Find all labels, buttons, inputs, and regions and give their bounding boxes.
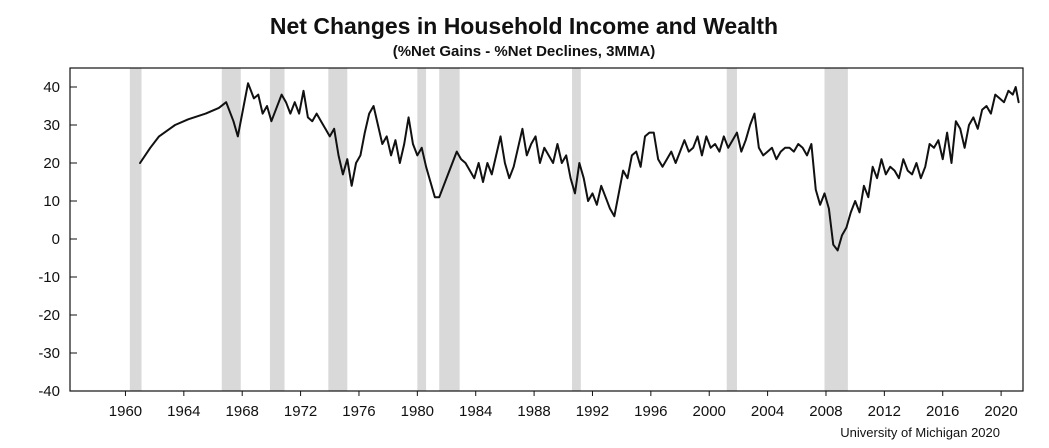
chart-subtitle: (%Net Gains - %Net Declines, 3MMA)	[393, 43, 656, 60]
x-axis-tick-label: 2020	[984, 403, 1017, 420]
y-axis-tick-label: 40	[43, 79, 60, 96]
x-axis-tick-label: 2012	[868, 403, 901, 420]
recession-band	[269, 68, 285, 391]
y-axis-tick-label: -20	[38, 307, 60, 324]
x-axis-tick-label: 2008	[809, 403, 842, 420]
recession-band	[726, 68, 737, 391]
x-axis-tick-label: 1972	[284, 403, 317, 420]
x-axis-tick-label: 1996	[634, 403, 667, 420]
x-axis-tick-label: 2000	[693, 403, 726, 420]
x-axis-tick-label: 2016	[926, 403, 959, 420]
x-axis-tick-label: 1976	[342, 403, 375, 420]
recession-band	[417, 68, 427, 391]
x-axis-tick-label: 1988	[517, 403, 550, 420]
chart-title: Net Changes in Household Income and Weal…	[270, 13, 778, 39]
y-axis-tick-label: -40	[38, 383, 60, 400]
recession-band	[328, 68, 348, 391]
y-axis: 40 30 20 10 0 -10 -20 -30 -40	[38, 79, 77, 400]
x-axis-tick-label: 1968	[226, 403, 259, 420]
recession-band	[439, 68, 460, 391]
plot-frame	[69, 67, 1024, 392]
x-axis-tick-label: 1960	[109, 403, 142, 420]
y-axis-tick-label: 20	[43, 155, 60, 172]
y-axis-tick-label: 0	[52, 231, 60, 248]
x-axis-tick-label: 1964	[167, 403, 200, 420]
x-axis: 1960 1964 1968 1972 1976 1980 1984 1988 1992 1996…	[109, 391, 1018, 420]
y-axis-tick-label: -10	[38, 269, 60, 286]
recession-band	[572, 68, 581, 391]
recession-bands	[129, 68, 848, 391]
x-axis-tick-label: 1992	[576, 403, 609, 420]
recession-band	[824, 68, 848, 391]
source-credit: University of Michigan 2020	[840, 425, 1000, 440]
y-axis-tick-label: 30	[43, 117, 60, 134]
y-axis-tick-label: 10	[43, 193, 60, 210]
x-axis-tick-label: 1980	[401, 403, 434, 420]
y-axis-tick-label: -30	[38, 345, 60, 362]
x-axis-tick-label: 2004	[751, 403, 784, 420]
net-change-series-line	[139, 82, 1020, 252]
recession-band	[129, 68, 142, 391]
x-axis-tick-label: 1984	[459, 403, 492, 420]
recession-band	[221, 68, 241, 391]
